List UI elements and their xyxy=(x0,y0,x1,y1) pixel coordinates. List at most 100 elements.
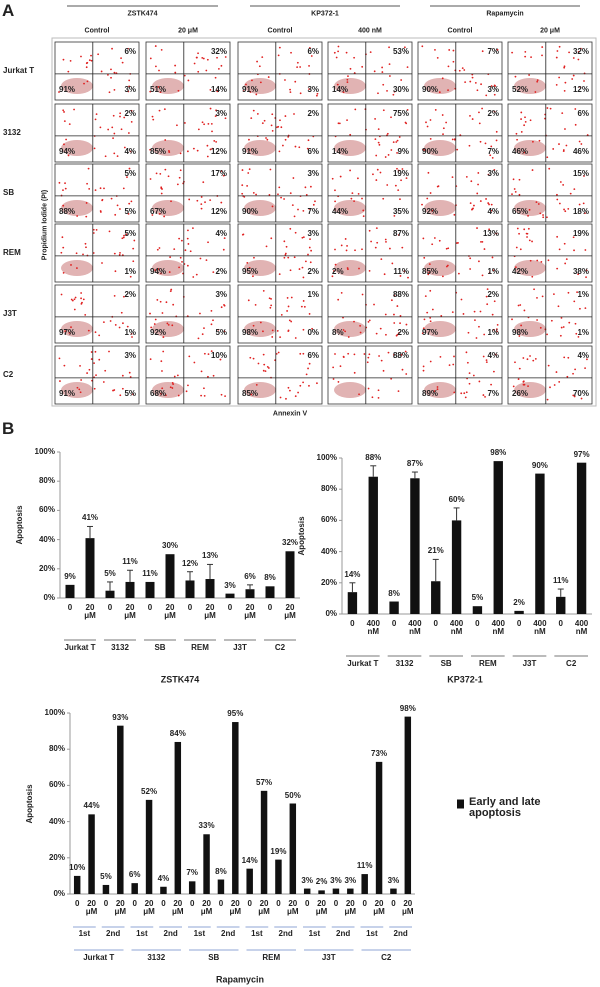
event-dot xyxy=(377,389,380,392)
event-dot xyxy=(262,353,265,356)
event-dot xyxy=(58,181,61,184)
event-dot xyxy=(334,353,336,355)
event-dot xyxy=(380,359,383,362)
event-dot xyxy=(382,369,385,372)
value-label: 19% xyxy=(270,846,287,856)
event-dot xyxy=(132,247,135,250)
event-dot xyxy=(480,240,482,243)
bar xyxy=(275,859,282,894)
event-dot xyxy=(203,327,205,329)
event-dot xyxy=(487,202,490,204)
event-dot xyxy=(556,198,559,201)
event-dot xyxy=(316,92,319,95)
event-dot xyxy=(186,150,189,153)
event-dot xyxy=(223,237,226,240)
y-tick-label: 40% xyxy=(48,816,65,826)
bar xyxy=(105,590,115,598)
event-dot xyxy=(308,362,311,365)
event-dot xyxy=(149,148,152,151)
event-dot xyxy=(308,65,310,67)
event-dot xyxy=(243,195,246,198)
event-dot xyxy=(197,337,200,340)
event-dot xyxy=(339,365,342,368)
event-dot xyxy=(471,118,474,120)
event-dot xyxy=(302,328,305,331)
event-dot xyxy=(465,391,468,394)
event-dot xyxy=(562,184,565,186)
event-dot xyxy=(381,71,384,73)
cell-cloud xyxy=(244,260,276,276)
event-dot xyxy=(331,275,334,278)
group-label: SB xyxy=(440,658,452,668)
event-dot xyxy=(429,119,432,121)
bar xyxy=(493,461,503,614)
event-dot xyxy=(201,333,204,336)
event-dot xyxy=(422,148,424,151)
x-tick-label: 20 μM xyxy=(164,603,176,621)
event-dot xyxy=(431,308,434,311)
event-dot xyxy=(481,274,484,277)
event-dot xyxy=(92,228,95,231)
event-dot xyxy=(261,56,264,59)
subgroup-label: 2nd xyxy=(106,928,121,938)
event-dot xyxy=(286,310,288,312)
event-dot xyxy=(85,202,88,204)
event-dot xyxy=(289,227,292,230)
event-dot xyxy=(280,313,283,316)
flow-plot xyxy=(145,284,231,344)
event-dot xyxy=(563,208,565,211)
event-dot xyxy=(155,65,157,68)
event-dot xyxy=(169,256,172,259)
event-dot xyxy=(209,107,212,110)
event-dot xyxy=(306,147,309,150)
event-dot xyxy=(308,246,311,249)
event-dot xyxy=(346,78,349,81)
bar xyxy=(65,584,75,598)
event-dot xyxy=(163,108,166,111)
event-dot xyxy=(108,91,111,94)
event-dot xyxy=(129,275,132,278)
quadrant-percent: 89% xyxy=(422,388,439,398)
bar xyxy=(102,884,110,894)
event-dot xyxy=(59,380,61,382)
event-dot xyxy=(584,212,586,215)
event-dot xyxy=(338,122,341,125)
event-dot xyxy=(62,246,65,249)
event-dot xyxy=(149,178,152,180)
event-dot xyxy=(277,54,280,57)
event-dot xyxy=(80,302,83,305)
event-dot xyxy=(128,85,131,88)
event-dot xyxy=(377,92,379,95)
event-dot xyxy=(178,237,181,240)
event-dot xyxy=(361,197,363,200)
event-dot xyxy=(529,119,532,122)
event-dot xyxy=(401,246,404,249)
event-dot xyxy=(333,51,336,54)
event-dot xyxy=(294,337,297,339)
event-dot xyxy=(490,209,493,212)
x-tick-label: 20 μM xyxy=(402,899,414,917)
event-dot xyxy=(309,185,312,188)
event-dot xyxy=(80,55,82,58)
event-dot xyxy=(114,324,117,326)
event-dot xyxy=(442,127,445,130)
event-dot xyxy=(514,266,517,269)
event-dot xyxy=(269,306,272,309)
event-dot xyxy=(112,137,114,140)
event-dot xyxy=(202,57,205,60)
event-dot xyxy=(150,326,153,329)
group-label: J3T xyxy=(233,642,247,652)
event-dot xyxy=(255,93,258,96)
event-dot xyxy=(434,49,436,51)
event-dot xyxy=(453,138,456,141)
event-dot xyxy=(187,384,189,387)
event-dot xyxy=(461,67,464,70)
event-dot xyxy=(271,129,274,132)
event-dot xyxy=(122,236,125,239)
quadrant-percent: 19% xyxy=(572,228,589,238)
event-dot xyxy=(266,138,269,141)
event-dot xyxy=(220,306,223,309)
event-dot xyxy=(394,184,397,187)
quadrant-percent: 2% xyxy=(215,266,227,276)
quadrant-percent: 90% xyxy=(422,84,439,94)
